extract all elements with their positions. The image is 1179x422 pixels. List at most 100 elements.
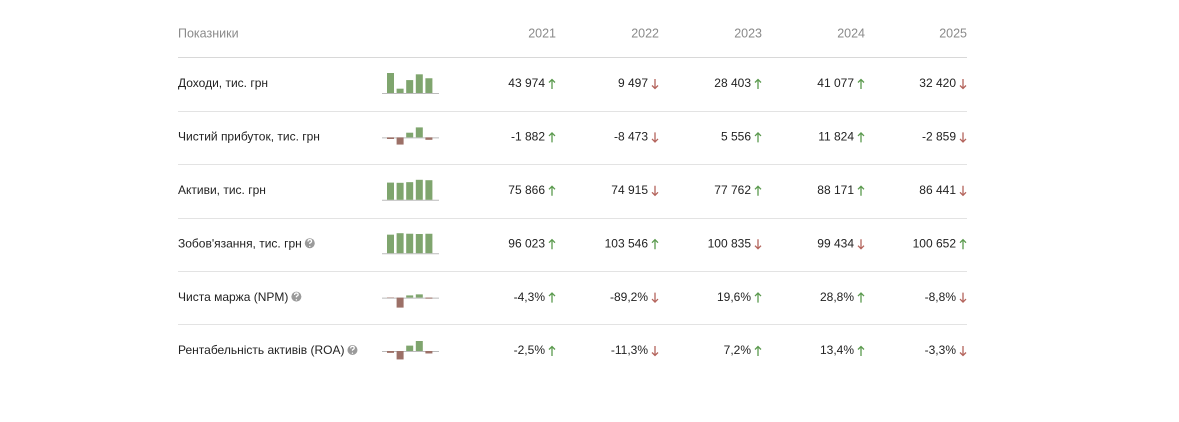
value-cell: 100 835 bbox=[708, 236, 752, 250]
value-cell: 9 497 bbox=[618, 76, 648, 90]
sparkline-bar bbox=[396, 88, 404, 93]
value-cell: -1 882 bbox=[511, 130, 545, 144]
help-icon[interactable] bbox=[347, 345, 358, 355]
value-cell: 74 915 bbox=[611, 183, 648, 197]
help-glyph bbox=[350, 345, 355, 351]
row-label: Чиста маржа (NPM) bbox=[178, 290, 288, 304]
sparkline-bar bbox=[425, 78, 433, 93]
trend-up-arrow bbox=[548, 345, 556, 356]
value-cell: 43 974 bbox=[508, 76, 545, 90]
help-dot bbox=[351, 352, 354, 354]
row-label: Чистий прибуток, тис. грн bbox=[178, 130, 320, 144]
row-label: Рентабельність активів (ROA) bbox=[178, 343, 344, 357]
value-cell: 86 441 bbox=[919, 183, 956, 197]
sparkline-bar bbox=[415, 127, 423, 138]
row-label: Зобов'язання, тис. грн bbox=[178, 236, 302, 250]
value-cell: 5 556 bbox=[721, 130, 751, 144]
value-cell: -3,3% bbox=[925, 343, 957, 357]
value-cell: 77 762 bbox=[714, 183, 751, 197]
trend-up-arrow bbox=[857, 292, 865, 303]
sparkline-bar bbox=[396, 233, 404, 254]
trend-up-arrow bbox=[754, 292, 762, 303]
sparkline-bar bbox=[387, 351, 394, 353]
header-label: Показники bbox=[178, 26, 239, 40]
value-cell: 13,4% bbox=[820, 343, 854, 357]
trend-up-arrow bbox=[857, 131, 865, 143]
value-cell: -11,3% bbox=[611, 343, 648, 357]
value-cell: 99 434 bbox=[817, 236, 854, 250]
trend-up-arrow bbox=[548, 131, 556, 143]
sparkline-bar bbox=[425, 233, 433, 254]
sparkline-bar bbox=[387, 137, 394, 139]
sparkline-bar bbox=[396, 137, 404, 145]
sparkline-bar bbox=[425, 180, 433, 200]
help-icon[interactable] bbox=[291, 291, 302, 302]
value-cell: 100 652 bbox=[913, 236, 957, 250]
trend-up-arrow bbox=[548, 78, 556, 89]
trend-down-arrow bbox=[959, 292, 967, 304]
sparkline-bar bbox=[406, 182, 414, 200]
sparkline-bar bbox=[415, 179, 423, 200]
trend-up-arrow bbox=[754, 78, 762, 89]
trend-down-arrow bbox=[651, 185, 659, 197]
value-cell: 88 171 bbox=[817, 183, 854, 197]
trend-up-arrow bbox=[651, 238, 659, 250]
trend-up-arrow bbox=[548, 292, 556, 303]
sparkline-bar bbox=[387, 73, 394, 93]
sparkline-bar bbox=[396, 297, 404, 308]
help-glyph bbox=[293, 292, 299, 298]
trend-down-arrow bbox=[651, 132, 659, 143]
sparkline-bar bbox=[415, 74, 423, 93]
trend-up-arrow bbox=[548, 238, 556, 250]
trend-down-arrow bbox=[857, 239, 865, 250]
help-dot bbox=[309, 245, 311, 248]
value-cell: -8 473 bbox=[614, 130, 648, 144]
trend-down-arrow bbox=[651, 292, 659, 304]
sparkline-bar bbox=[387, 234, 394, 254]
value-cell: 28,8% bbox=[820, 290, 854, 304]
trend-up-arrow bbox=[857, 78, 865, 89]
value-cell: 96 023 bbox=[508, 236, 545, 250]
value-cell: 32 420 bbox=[919, 76, 956, 90]
trend-up-arrow bbox=[754, 185, 762, 196]
trend-up-arrow bbox=[959, 238, 967, 250]
sparkline-bar bbox=[425, 137, 433, 140]
trend-up-arrow bbox=[754, 131, 762, 143]
value-cell: -8,8% bbox=[925, 290, 957, 304]
sparkline-bar bbox=[396, 351, 404, 360]
sparkline-bar bbox=[406, 295, 414, 298]
year-header: 2021 bbox=[528, 26, 556, 40]
value-cell: 103 546 bbox=[605, 236, 649, 250]
year-header: 2023 bbox=[734, 26, 762, 40]
help-dot bbox=[295, 299, 298, 301]
trend-up-arrow bbox=[548, 185, 556, 196]
sparkline-bar bbox=[406, 80, 414, 93]
sparkline-bar bbox=[425, 297, 433, 299]
value-cell: 28 403 bbox=[714, 76, 751, 90]
year-header: 2025 bbox=[939, 26, 967, 40]
trend-down-arrow bbox=[651, 79, 659, 90]
trend-up-arrow bbox=[754, 345, 762, 356]
help-icon[interactable] bbox=[304, 238, 315, 249]
trend-down-arrow bbox=[651, 346, 659, 357]
trend-down-arrow bbox=[959, 185, 967, 197]
help-glyph bbox=[307, 238, 313, 244]
sparkline-bar bbox=[387, 182, 394, 200]
sparkline-bar bbox=[415, 341, 423, 351]
trend-down-arrow bbox=[959, 132, 967, 143]
value-cell: -2,5% bbox=[514, 343, 546, 357]
value-cell: 19,6% bbox=[717, 290, 751, 304]
trend-down-arrow bbox=[754, 239, 762, 250]
sparkline-bar bbox=[425, 351, 433, 354]
sparkline-bar bbox=[415, 294, 423, 298]
value-cell: -4,3% bbox=[514, 290, 546, 304]
trend-down-arrow bbox=[959, 79, 967, 90]
sparkline-bar bbox=[406, 345, 414, 351]
value-cell: -2 859 bbox=[922, 130, 956, 144]
row-label: Доходи, тис. грн bbox=[178, 76, 268, 90]
sparkline-bar bbox=[406, 233, 414, 254]
year-header: 2024 bbox=[837, 26, 865, 40]
value-cell: 75 866 bbox=[508, 183, 545, 197]
